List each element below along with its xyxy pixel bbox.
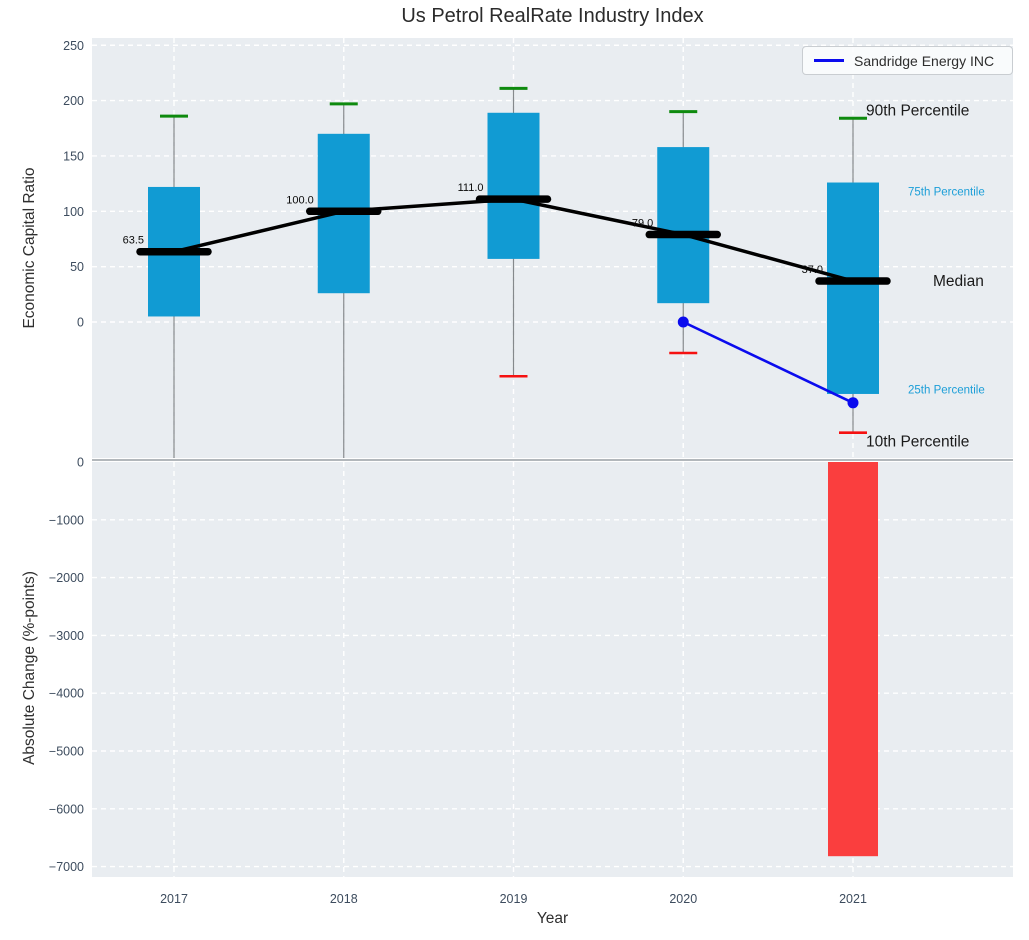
y-tick-label-bottom: −7000 — [49, 860, 84, 874]
iqr-box-2020 — [657, 147, 710, 304]
change-bar-2021 — [828, 462, 878, 857]
top-y-axis-label: Economic Capital Ratio — [21, 167, 38, 329]
annotation-25th-percentile: 25th Percentile — [908, 384, 985, 396]
y-tick-label-bottom: −4000 — [49, 687, 84, 701]
legend-line-sample — [814, 59, 844, 62]
y-tick-label-bottom: 0 — [77, 456, 84, 470]
y-tick-label-bottom: −3000 — [49, 629, 84, 643]
annotation-90th-percentile: 90th Percentile — [866, 103, 969, 120]
y-tick-label-top: 100 — [63, 205, 84, 219]
x-tick-label: 2018 — [330, 892, 358, 906]
x-tick-label: 2020 — [669, 892, 697, 906]
bottom-y-axis-label: Absolute Change (%-points) — [21, 571, 38, 765]
y-tick-label-bottom: −5000 — [49, 745, 84, 759]
sandridge-energy-inc-point-2021 — [847, 397, 859, 409]
y-tick-label-top: 150 — [63, 149, 84, 163]
x-tick-label: 2019 — [500, 892, 528, 906]
x-tick-label: 2017 — [160, 892, 188, 906]
y-tick-label-bottom: −1000 — [49, 513, 84, 527]
y-tick-label-bottom: −6000 — [49, 802, 84, 816]
y-tick-label-top: 50 — [70, 260, 84, 274]
y-tick-label-top: 250 — [63, 39, 84, 53]
iqr-box-2019 — [487, 112, 540, 259]
y-tick-label-top: 200 — [63, 94, 84, 108]
annotation-10th-percentile: 10th Percentile — [866, 434, 969, 451]
iqr-box-2021 — [827, 182, 879, 394]
annotation-median: Median — [933, 273, 984, 290]
median-value-2021: 37.0 — [802, 264, 823, 276]
y-tick-label-bottom: −2000 — [49, 571, 84, 585]
sandridge-energy-inc-line — [682, 320, 854, 404]
sandridge-energy-inc-point-2020 — [677, 316, 689, 328]
legend: Sandridge Energy INC — [802, 46, 1013, 75]
annotation-75th-percentile: 75th Percentile — [908, 186, 985, 198]
x-tick-label: 2021 — [839, 892, 867, 906]
x-axis-label: Year — [536, 910, 569, 927]
median-value-2018: 100.0 — [286, 194, 314, 206]
legend-label: Sandridge Energy INC — [854, 52, 995, 69]
y-tick-label-top: 0 — [77, 316, 84, 330]
median-value-2017: 63.5 — [123, 235, 144, 247]
chart-title: Us Petrol RealRate Industry Index — [401, 5, 704, 27]
median-value-2020: 79.0 — [632, 218, 653, 230]
median-value-2019: 111.0 — [458, 182, 484, 194]
